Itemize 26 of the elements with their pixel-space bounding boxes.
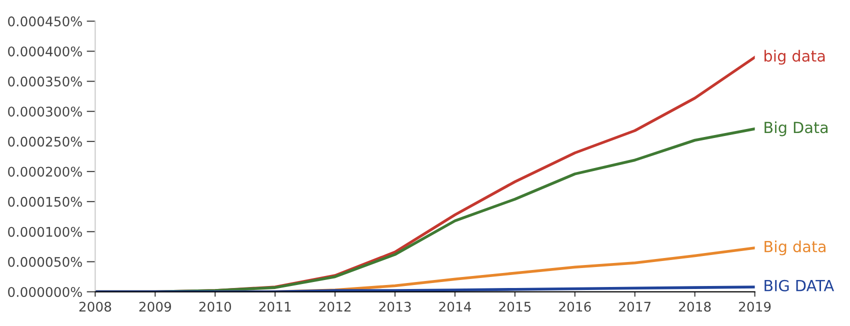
x-tick-label: 2017	[619, 302, 651, 312]
x-tick-label: 2010	[199, 302, 232, 312]
y-tick-label: 0.000300%	[8, 106, 82, 117]
y-tick-label: 0.000200%	[8, 166, 82, 177]
x-tick-label: 2011	[259, 302, 291, 312]
x-tick-label: 2008	[79, 302, 112, 312]
x-tick-label: 2009	[139, 302, 172, 312]
x-tick-label: 2014	[439, 302, 472, 312]
y-tick-label: 0.000100%	[8, 226, 82, 237]
x-tick-label: 2018	[679, 302, 711, 312]
y-tick-label: 0.000050%	[8, 256, 82, 267]
y-tick-label: 0.000250%	[8, 136, 82, 147]
series-label: BIG DATA	[764, 280, 834, 292]
x-tick-label: 2016	[559, 302, 591, 312]
y-tick-label: 0.000400%	[8, 46, 82, 56]
x-tick-label: 2012	[319, 302, 351, 312]
x-tick-label: 2015	[499, 302, 531, 312]
x-tick-label: 2019	[738, 302, 771, 312]
y-tick-label: 0.000450%	[8, 16, 82, 26]
y-tick-label: 0.000000%	[8, 286, 82, 297]
series-label: big data	[764, 50, 825, 65]
series-label: Big Data	[764, 121, 828, 136]
y-tick-label: 0.000150%	[8, 196, 82, 207]
x-tick-label: 2013	[379, 302, 411, 312]
series-label: Big data	[764, 240, 826, 256]
y-tick-label: 0.000350%	[8, 76, 82, 87]
